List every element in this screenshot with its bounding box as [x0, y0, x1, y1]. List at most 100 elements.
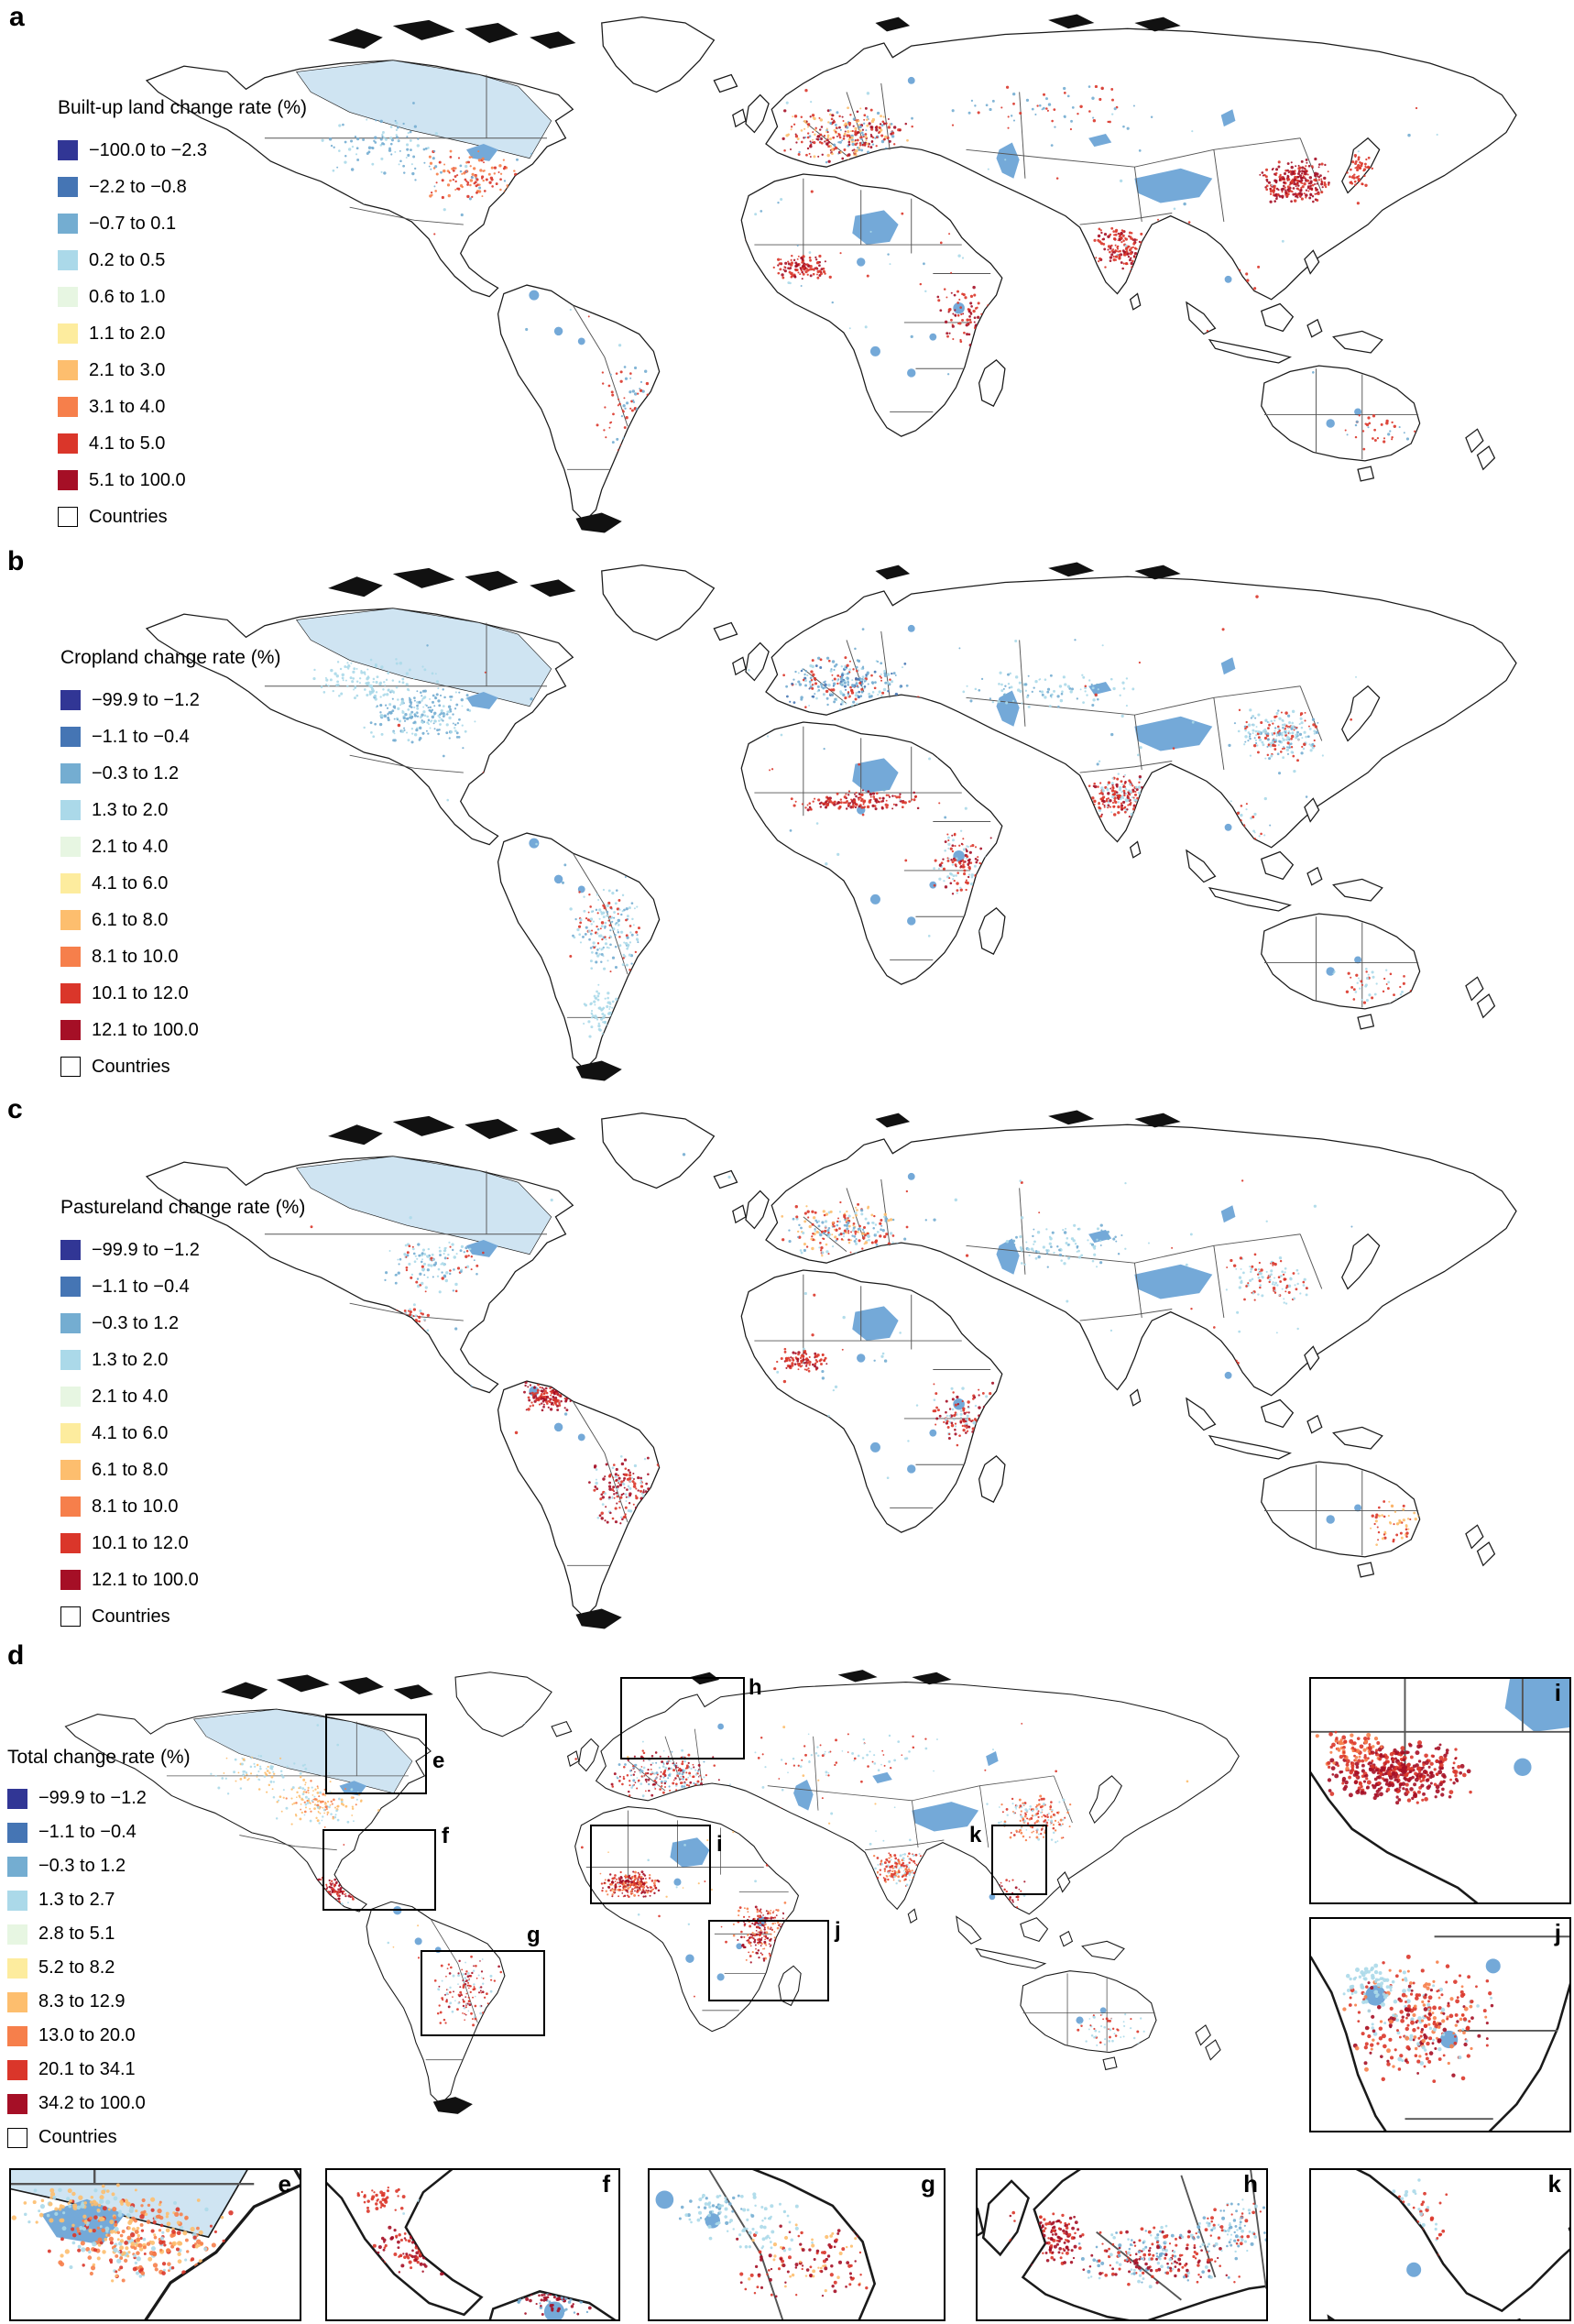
legend-swatch [7, 1822, 27, 1843]
legend-class-label: 4.1 to 6.0 [92, 872, 169, 893]
legend-row: 4.1 to 6.0 [60, 1415, 305, 1452]
legend-row-countries: Countries [58, 499, 307, 535]
legend-row: 1.3 to 2.0 [60, 792, 280, 828]
region-marker-k: k [969, 1825, 1047, 1895]
legend-d: Total change rate (%) −99.9 to −1.2 −1.1 … [7, 1747, 191, 2154]
legend-c: Pastureland change rate (%) −99.9 to −1.… [60, 1197, 305, 1635]
panel-label-b: b [7, 546, 25, 576]
legend-row: 2.1 to 3.0 [58, 352, 307, 389]
inset-label-i: i [1554, 1679, 1561, 1706]
legend-class-label: 6.1 to 8.0 [92, 909, 169, 930]
legend-row: −99.9 to −1.2 [7, 1781, 191, 1815]
inset-map-j [1311, 1919, 1569, 2131]
region-marker-h: h [620, 1677, 762, 1759]
legend-class-label: 10.1 to 12.0 [92, 1532, 189, 1553]
legend-swatch [60, 1533, 81, 1553]
legend-class-label: 3.1 to 4.0 [89, 396, 166, 417]
legend-row: −0.3 to 1.2 [60, 755, 280, 792]
legend-rows-d: −99.9 to −1.2 −1.1 to −0.4 −0.3 to 1.2 1.3 … [7, 1781, 191, 2154]
legend-swatch [58, 323, 78, 344]
inset-map-g [650, 2170, 944, 2319]
legend-row: 10.1 to 12.0 [60, 975, 280, 1012]
legend-class-label: 2.8 to 5.1 [38, 1924, 115, 1944]
inset-i: i [1309, 1677, 1571, 1904]
legend-class-label: 20.1 to 34.1 [38, 2059, 136, 2079]
legend-class-label: 1.1 to 2.0 [89, 323, 166, 344]
countries-label: Countries [92, 1606, 170, 1627]
legend-swatch [60, 1313, 81, 1333]
region-marker-j: j [708, 1920, 841, 2001]
legend-swatch [60, 1240, 81, 1260]
legend-swatch [7, 1788, 27, 1809]
legend-row: 2.1 to 4.0 [60, 828, 280, 865]
world-map-c [126, 1102, 1567, 1638]
legend-class-label: −0.7 to 0.1 [89, 213, 177, 234]
legend-row-countries: Countries [60, 1048, 280, 1085]
legend-row: 2.8 to 5.1 [7, 1917, 191, 1951]
legend-class-label: 8.1 to 10.0 [92, 1496, 179, 1517]
panel-label-d: d [7, 1640, 25, 1671]
legend-swatch [60, 1350, 81, 1370]
legend-swatch [58, 287, 78, 307]
legend-swatch [60, 910, 81, 930]
legend-class-label: −2.2 to −0.8 [89, 176, 187, 197]
legend-class-label: 2.1 to 3.0 [89, 359, 166, 380]
legend-swatch [7, 1924, 27, 1945]
legend-row: 6.1 to 8.0 [60, 1452, 305, 1488]
countries-swatch [60, 1057, 81, 1077]
legend-row: −0.3 to 1.2 [60, 1305, 305, 1342]
legend-swatch [58, 214, 78, 234]
legend-row: 0.6 to 1.0 [58, 279, 307, 315]
legend-class-label: 13.0 to 20.0 [38, 2025, 136, 2045]
legend-swatch [60, 727, 81, 747]
legend-a: Built-up land change rate (%) −100.0 to … [58, 97, 307, 535]
countries-label: Countries [92, 1056, 170, 1077]
inset-label-k: k [1547, 2170, 1561, 2198]
legend-row: −1.1 to −0.4 [60, 1268, 305, 1305]
countries-swatch [60, 1606, 81, 1627]
legend-swatch [60, 763, 81, 784]
inset-label-g: g [921, 2170, 935, 2198]
legend-class-label: 1.3 to 2.0 [92, 1349, 169, 1370]
legend-row: 5.2 to 8.2 [7, 1951, 191, 1985]
legend-row: 2.1 to 4.0 [60, 1378, 305, 1415]
legend-class-label: 8.3 to 12.9 [38, 1991, 126, 2012]
region-marker-label-i: i [716, 1832, 723, 1857]
legend-row-countries: Countries [7, 2121, 191, 2154]
region-marker-f: f [322, 1825, 449, 1911]
legend-class-label: 1.3 to 2.0 [92, 799, 169, 820]
panel-label-a: a [9, 2, 25, 32]
legend-class-label: 12.1 to 100.0 [92, 1569, 199, 1590]
legend-swatch [7, 1856, 27, 1877]
change-dots-b [281, 595, 1472, 1038]
inset-k: k [1309, 2168, 1571, 2321]
legend-class-label: 34.2 to 100.0 [38, 2093, 146, 2113]
inset-h: h [976, 2168, 1268, 2321]
legend-class-label: −1.1 to −0.4 [92, 726, 190, 747]
inset-e: e [9, 2168, 301, 2321]
legend-swatch [60, 1460, 81, 1480]
legend-class-label: −99.9 to −1.2 [92, 689, 200, 710]
inset-map-h [978, 2170, 1266, 2319]
legend-row: 20.1 to 34.1 [7, 2053, 191, 2087]
legend-class-label: −100.0 to −2.3 [89, 139, 208, 160]
legend-row: −0.3 to 1.2 [7, 1849, 191, 1883]
legend-class-label: −0.3 to 1.2 [92, 1312, 180, 1333]
legend-swatch [58, 360, 78, 380]
legend-row: 1.3 to 2.0 [60, 1342, 305, 1378]
legend-class-label: 12.1 to 100.0 [92, 1019, 199, 1040]
world-map-a [126, 5, 1567, 542]
region-marker-i: i [590, 1825, 723, 1904]
legend-class-label: 0.6 to 1.0 [89, 286, 166, 307]
legend-title-d: Total change rate (%) [7, 1747, 191, 1768]
region-marker-g: g [421, 1924, 545, 2036]
legend-class-label: 1.3 to 2.7 [38, 1890, 115, 1910]
inset-label-h: h [1243, 2170, 1258, 2198]
legend-swatch [58, 177, 78, 197]
legend-rows-c: −99.9 to −1.2 −1.1 to −0.4 −0.3 to 1.2 1.3 … [60, 1232, 305, 1635]
legend-row: −1.1 to −0.4 [7, 1815, 191, 1849]
legend-class-label: −0.3 to 1.2 [92, 762, 180, 784]
legend-row-countries: Countries [60, 1598, 305, 1635]
legend-title-b: Cropland change rate (%) [60, 647, 281, 668]
region-marker-label-h: h [749, 1675, 762, 1700]
